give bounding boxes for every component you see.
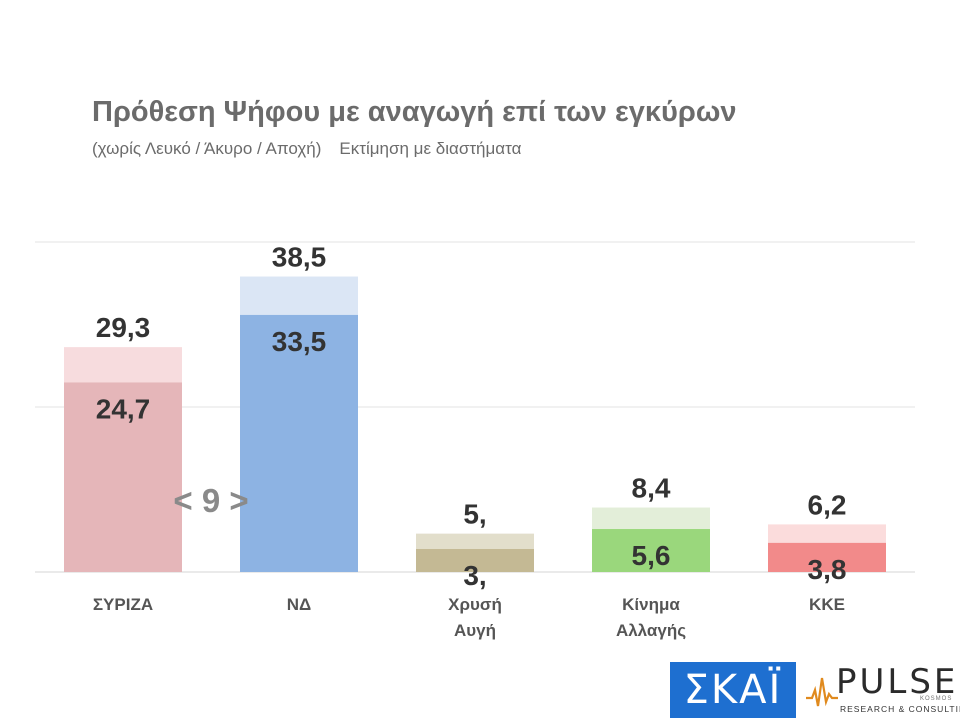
pulse-logo: PULSE KOSMOS RESEARCH & CONSULTING — [806, 662, 960, 720]
bar-lower-0 — [64, 382, 182, 572]
bar-interval-3 — [592, 507, 710, 530]
pulse-tagline: RESEARCH & CONSULTING — [840, 704, 960, 714]
subtitle-method: Εκτίμηση με διαστήματα — [339, 139, 522, 158]
bar-lower-4 — [768, 542, 886, 572]
data-label-upper: 5, — [463, 499, 486, 530]
category-label: ΣΥΡΙΖΑ — [93, 595, 153, 614]
chart-title: Πρόθεση Ψήφου με αναγωγή επί των εγκύρων — [92, 96, 737, 128]
category-label: ΚΚΕ — [809, 595, 845, 614]
bar-interval-0 — [64, 347, 182, 383]
data-label-lower: 3,8 — [808, 554, 847, 585]
bar-interval-4 — [768, 524, 886, 543]
bar-interval-2 — [416, 533, 534, 549]
pulse-wave-icon — [806, 677, 838, 707]
pulse-kosmos-label: KOSMOS — [920, 696, 953, 702]
subtitle-note: (χωρίς Λευκό / Άκυρο / Αποχή) — [92, 139, 322, 158]
data-label-upper: 29,3 — [96, 312, 151, 343]
chart-subtitle: (χωρίς Λευκό / Άκυρο / Αποχή) Εκτίμηση με… — [92, 139, 521, 159]
category-label: Χρυσή — [448, 595, 502, 614]
data-label-lower: 24,7 — [96, 393, 151, 424]
pulse-wordmark: PULSE — [836, 662, 959, 702]
bar-lower-3 — [592, 529, 710, 572]
data-label-upper: 8,4 — [632, 473, 671, 504]
category-label: ΝΔ — [287, 595, 312, 614]
bar-lower-1 — [240, 314, 358, 572]
category-label: Κίνημα — [622, 595, 680, 614]
category-label: Αυγή — [454, 621, 496, 640]
data-label-lower: 33,5 — [272, 326, 327, 357]
data-label-lower: 3, — [463, 560, 486, 591]
bar-lower-2 — [416, 548, 534, 572]
data-label-lower: 5,6 — [632, 540, 671, 571]
bar-interval-1 — [240, 276, 358, 315]
skai-logo: ΣΚΑΪ — [670, 662, 796, 718]
gap-annotation: < 9 > — [173, 482, 248, 519]
category-label: Αλλαγής — [616, 621, 686, 640]
data-label-upper: 38,5 — [272, 242, 327, 273]
data-label-upper: 6,2 — [808, 489, 847, 520]
